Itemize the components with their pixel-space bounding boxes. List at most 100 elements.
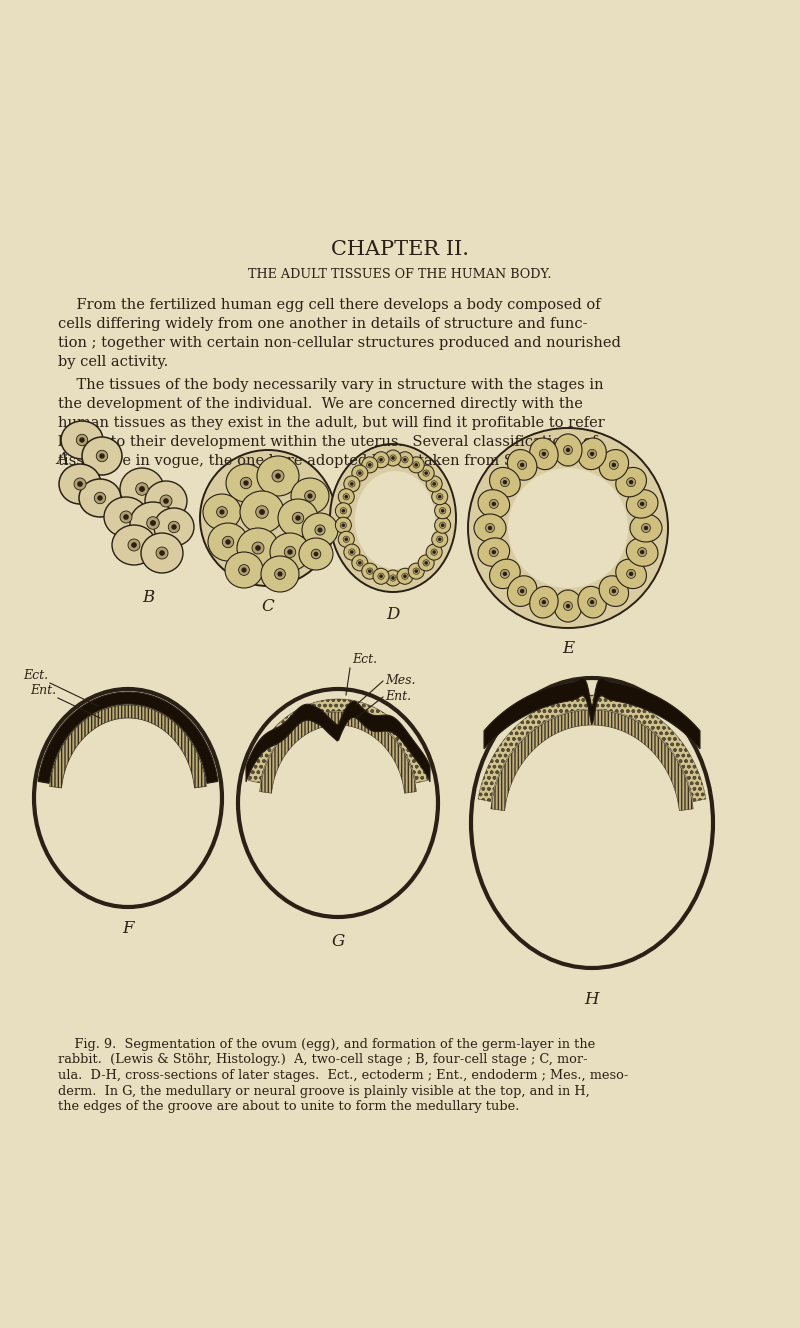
Ellipse shape <box>338 489 354 505</box>
Circle shape <box>566 604 570 607</box>
Ellipse shape <box>226 463 266 502</box>
Circle shape <box>508 467 628 588</box>
Ellipse shape <box>352 465 368 481</box>
Circle shape <box>612 590 615 592</box>
Ellipse shape <box>291 478 329 514</box>
Ellipse shape <box>478 490 510 518</box>
Text: The tissues of the body necessarily vary in structure with the stages in: The tissues of the body necessarily vary… <box>58 378 604 392</box>
Circle shape <box>260 510 264 514</box>
Text: F: F <box>122 920 134 938</box>
Text: Ect.: Ect. <box>352 653 377 667</box>
Ellipse shape <box>578 438 606 470</box>
Text: THE ADULT TISSUES OF THE HUMAN BODY.: THE ADULT TISSUES OF THE HUMAN BODY. <box>248 268 552 282</box>
Ellipse shape <box>362 457 378 473</box>
Text: tion ; together with certain non-cellular structures produced and nourished: tion ; together with certain non-cellula… <box>58 336 621 351</box>
Ellipse shape <box>426 475 442 491</box>
Circle shape <box>226 540 230 544</box>
Circle shape <box>413 568 419 574</box>
Circle shape <box>518 587 526 595</box>
Circle shape <box>222 537 234 547</box>
Ellipse shape <box>59 463 101 505</box>
Circle shape <box>404 575 406 578</box>
Circle shape <box>160 551 164 555</box>
Ellipse shape <box>418 465 434 481</box>
Polygon shape <box>248 699 428 784</box>
Circle shape <box>318 529 322 531</box>
Ellipse shape <box>373 452 389 467</box>
Polygon shape <box>38 692 218 784</box>
Ellipse shape <box>507 576 537 607</box>
Ellipse shape <box>82 437 122 475</box>
Text: E: E <box>562 640 574 657</box>
Circle shape <box>274 568 286 579</box>
Circle shape <box>638 499 646 509</box>
Text: ula.  D-H, cross-sections of later stages.  Ect., ectoderm ; Ent., endoderm ; Me: ula. D-H, cross-sections of later stages… <box>58 1069 628 1082</box>
Circle shape <box>380 575 382 578</box>
Ellipse shape <box>61 421 103 459</box>
Ellipse shape <box>434 517 450 534</box>
Ellipse shape <box>530 438 558 470</box>
Circle shape <box>349 548 355 555</box>
Circle shape <box>630 481 633 483</box>
Ellipse shape <box>344 475 360 491</box>
Ellipse shape <box>478 538 510 566</box>
Circle shape <box>284 546 296 558</box>
Circle shape <box>442 510 444 511</box>
Circle shape <box>358 471 361 474</box>
Text: H: H <box>585 991 599 1008</box>
Text: derm.  In G, the medullary or neural groove is plainly visible at the top, and i: derm. In G, the medullary or neural groo… <box>58 1085 590 1097</box>
Ellipse shape <box>79 479 121 517</box>
Circle shape <box>238 564 250 575</box>
Circle shape <box>610 587 618 595</box>
Polygon shape <box>50 705 206 788</box>
Circle shape <box>486 523 494 533</box>
Circle shape <box>168 522 180 533</box>
Circle shape <box>390 454 396 461</box>
Ellipse shape <box>554 434 582 466</box>
Circle shape <box>521 463 524 466</box>
Ellipse shape <box>490 467 520 497</box>
Polygon shape <box>260 712 416 793</box>
Ellipse shape <box>240 491 284 533</box>
Circle shape <box>563 602 573 611</box>
Text: Mes.: Mes. <box>385 675 415 688</box>
Text: Fig. 9.  Segmentation of the ovum (egg), and formation of the germ-layer in the: Fig. 9. Segmentation of the ovum (egg), … <box>58 1038 595 1050</box>
Circle shape <box>314 552 318 555</box>
Ellipse shape <box>203 494 241 530</box>
Circle shape <box>305 490 315 502</box>
Circle shape <box>288 550 292 554</box>
Circle shape <box>120 511 132 523</box>
Circle shape <box>590 600 594 604</box>
Ellipse shape <box>338 531 354 547</box>
Circle shape <box>150 521 155 525</box>
Ellipse shape <box>238 689 438 918</box>
Polygon shape <box>484 677 700 749</box>
Circle shape <box>369 570 371 572</box>
Circle shape <box>345 495 347 498</box>
Text: G: G <box>331 934 345 950</box>
Circle shape <box>292 513 304 523</box>
Circle shape <box>612 463 615 466</box>
Ellipse shape <box>141 533 183 572</box>
Circle shape <box>272 470 284 482</box>
Circle shape <box>642 523 650 533</box>
Circle shape <box>610 461 618 469</box>
Circle shape <box>256 506 268 518</box>
Circle shape <box>217 506 227 518</box>
Circle shape <box>425 562 427 564</box>
Circle shape <box>638 547 646 556</box>
Circle shape <box>402 457 408 463</box>
Circle shape <box>240 477 252 489</box>
Circle shape <box>156 547 168 559</box>
Ellipse shape <box>630 514 662 542</box>
Circle shape <box>296 517 300 521</box>
Circle shape <box>566 449 570 452</box>
Circle shape <box>378 457 384 463</box>
Circle shape <box>468 428 668 628</box>
Circle shape <box>146 517 159 530</box>
Ellipse shape <box>120 467 164 510</box>
Circle shape <box>342 525 345 526</box>
Circle shape <box>349 481 355 487</box>
Ellipse shape <box>490 559 520 588</box>
Circle shape <box>500 478 510 486</box>
